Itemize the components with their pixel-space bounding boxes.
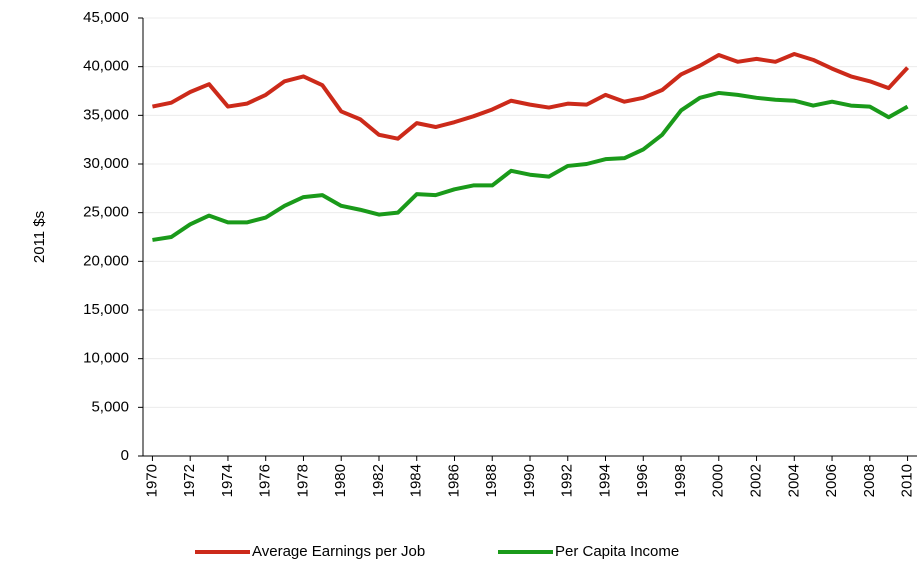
x-tick-label: 1990	[521, 464, 538, 497]
x-tick-label: 1986	[445, 464, 462, 497]
x-tick-label: 2006	[823, 464, 840, 497]
legend-label: Per Capita Income	[555, 543, 679, 560]
series-line	[152, 52, 910, 141]
y-tick-label: 5,000	[91, 398, 129, 415]
x-tick-label: 1982	[370, 464, 387, 497]
y-tick-label: 10,000	[83, 350, 129, 367]
y-tick-label: 15,000	[83, 301, 129, 318]
y-tick-label: 20,000	[83, 252, 129, 269]
y-axis-label: 2011 $s	[31, 211, 48, 263]
x-tick-label: 1996	[634, 464, 651, 497]
x-tick-label: 1992	[559, 464, 576, 497]
y-tick-label: 45,000	[83, 9, 129, 26]
y-tick-label: 35,000	[83, 106, 129, 123]
x-tick-label: 1980	[332, 464, 349, 497]
x-tick-label: 1970	[143, 464, 160, 497]
x-tick-label: 2000	[710, 464, 727, 497]
x-tick-label: 2004	[785, 464, 802, 497]
x-tick-label: 2010	[899, 464, 916, 497]
x-tick-label: 2008	[861, 464, 878, 497]
x-tick-label: 1978	[294, 464, 311, 497]
x-tick-label: 2002	[748, 464, 765, 497]
y-tick-label: 40,000	[83, 58, 129, 75]
legend-label: Average Earnings per Job	[252, 543, 425, 560]
y-tick-label: 0	[121, 447, 129, 464]
x-tick-label: 1972	[181, 464, 198, 497]
y-tick-label: 30,000	[83, 155, 129, 172]
series-line	[152, 90, 909, 242]
x-tick-label: 1974	[219, 464, 236, 497]
x-tick-label: 1988	[483, 464, 500, 497]
x-tick-label: 1976	[257, 464, 274, 497]
x-tick-label: 1998	[672, 464, 689, 497]
x-tick-label: 1984	[408, 464, 425, 497]
y-tick-label: 25,000	[83, 204, 129, 221]
x-tick-label: 1994	[596, 464, 613, 497]
